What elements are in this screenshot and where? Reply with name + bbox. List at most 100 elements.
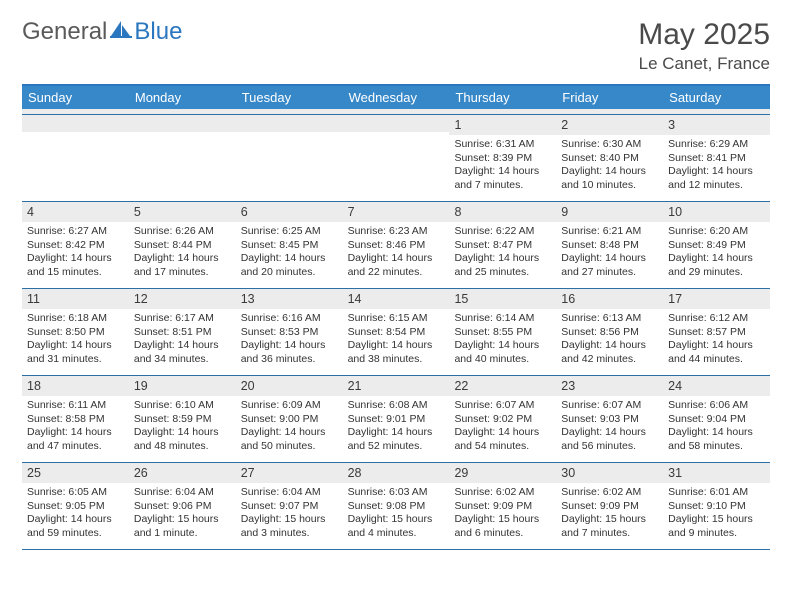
location: Le Canet, France (638, 54, 770, 74)
daylight-line: Daylight: 14 hours and 59 minutes. (27, 513, 124, 540)
sunrise-line: Sunrise: 6:31 AM (454, 138, 551, 151)
day-cell (343, 115, 450, 201)
sunrise-line: Sunrise: 6:07 AM (454, 399, 551, 412)
day-number: 7 (348, 205, 355, 219)
day-cell: 15Sunrise: 6:14 AMSunset: 8:55 PMDayligh… (449, 289, 556, 375)
sunrise-line: Sunrise: 6:08 AM (348, 399, 445, 412)
day-number: 28 (348, 466, 362, 480)
sunrise-line: Sunrise: 6:26 AM (134, 225, 231, 238)
sunrise-line: Sunrise: 6:30 AM (561, 138, 658, 151)
day-of-week-row: SundayMondayTuesdayWednesdayThursdayFrid… (22, 86, 770, 109)
day-cell: 24 Sunrise: 6:06 AMSunset: 9:04 PMDayligh… (663, 376, 770, 462)
day-number: 27 (241, 466, 255, 480)
day-number-row: 18 (22, 376, 129, 396)
sunrise-line: Sunrise: 6:06 AM (668, 399, 765, 412)
day-number-row: 7 (343, 202, 450, 222)
sunrise-line: Sunrise: 6:10 AM (134, 399, 231, 412)
day-cell: 13Sunrise: 6:16 AMSunset: 8:53 PMDayligh… (236, 289, 343, 375)
day-cell: 30Sunrise: 6:02 AMSunset: 9:09 PMDayligh… (556, 463, 663, 549)
week-row: 25Sunrise: 6:05 AMSunset: 9:05 PMDayligh… (22, 463, 770, 550)
day-cell: 16Sunrise: 6:13 AMSunset: 8:56 PMDayligh… (556, 289, 663, 375)
sunrise-line: Sunrise: 6:15 AM (348, 312, 445, 325)
day-number: 18 (27, 379, 41, 393)
daylight-line: Daylight: 14 hours and 36 minutes. (241, 339, 338, 366)
week-row: 11Sunrise: 6:18 AMSunset: 8:50 PMDayligh… (22, 289, 770, 376)
day-number-row: 6 (236, 202, 343, 222)
daylight-line: Daylight: 14 hours and 54 minutes. (454, 426, 551, 453)
day-number-row: 29 (449, 463, 556, 483)
sunset-line: Sunset: 8:55 PM (454, 326, 551, 339)
sunrise-line: Sunrise: 6:09 AM (241, 399, 338, 412)
sunrise-line: Sunrise: 6:22 AM (454, 225, 551, 238)
daylight-line: Daylight: 14 hours and 22 minutes. (348, 252, 445, 279)
day-cell: 7Sunrise: 6:23 AMSunset: 8:46 PMDaylight… (343, 202, 450, 288)
daylight-line: Daylight: 15 hours and 1 minute. (134, 513, 231, 540)
day-number: 24 (668, 379, 682, 393)
day-number-row: 2 (556, 115, 663, 135)
sunrise-line: Sunrise: 6:21 AM (561, 225, 658, 238)
day-number-row: 19 (129, 376, 236, 396)
day-number-row: 3 (663, 115, 770, 135)
day-number-row: 28 (343, 463, 450, 483)
day-cell: 10Sunrise: 6:20 AMSunset: 8:49 PMDayligh… (663, 202, 770, 288)
daylight-line: Daylight: 14 hours and 40 minutes. (454, 339, 551, 366)
day-cell: 6Sunrise: 6:25 AMSunset: 8:45 PMDaylight… (236, 202, 343, 288)
daylight-line: Daylight: 15 hours and 9 minutes. (668, 513, 765, 540)
sunset-line: Sunset: 9:04 PM (668, 413, 765, 426)
sunset-line: Sunset: 9:05 PM (27, 500, 124, 513)
sunrise-line: Sunrise: 6:13 AM (561, 312, 658, 325)
sunset-line: Sunset: 9:09 PM (561, 500, 658, 513)
sunset-line: Sunset: 8:41 PM (668, 152, 765, 165)
day-number: 23 (561, 379, 575, 393)
day-number: 30 (561, 466, 575, 480)
day-cell: 20Sunrise: 6:09 AMSunset: 9:00 PMDayligh… (236, 376, 343, 462)
day-cell: 28Sunrise: 6:03 AMSunset: 9:08 PMDayligh… (343, 463, 450, 549)
sunset-line: Sunset: 9:02 PM (454, 413, 551, 426)
day-cell: 3Sunrise: 6:29 AMSunset: 8:41 PMDaylight… (663, 115, 770, 201)
daylight-line: Daylight: 15 hours and 7 minutes. (561, 513, 658, 540)
sunrise-line: Sunrise: 6:05 AM (27, 486, 124, 499)
sunrise-line: Sunrise: 6:23 AM (348, 225, 445, 238)
day-number: 22 (454, 379, 468, 393)
sunset-line: Sunset: 9:00 PM (241, 413, 338, 426)
week-row: 4Sunrise: 6:27 AMSunset: 8:42 PMDaylight… (22, 202, 770, 289)
day-cell: 18Sunrise: 6:11 AMSunset: 8:58 PMDayligh… (22, 376, 129, 462)
day-of-week-header: Wednesday (343, 86, 450, 109)
sunrise-line: Sunrise: 6:01 AM (668, 486, 765, 499)
day-number: 5 (134, 205, 141, 219)
month-title: May 2025 (638, 18, 770, 52)
day-cell: 1Sunrise: 6:31 AMSunset: 8:39 PMDaylight… (449, 115, 556, 201)
daylight-line: Daylight: 14 hours and 7 minutes. (454, 165, 551, 192)
day-of-week-header: Friday (556, 86, 663, 109)
sunrise-line: Sunrise: 6:20 AM (668, 225, 765, 238)
day-number: 21 (348, 379, 362, 393)
brand-part2: Blue (134, 18, 182, 46)
day-cell (22, 115, 129, 201)
sunset-line: Sunset: 8:49 PM (668, 239, 765, 252)
day-number-row: 4 (22, 202, 129, 222)
day-number-row: 12 (129, 289, 236, 309)
sunset-line: Sunset: 8:50 PM (27, 326, 124, 339)
day-number: 4 (27, 205, 34, 219)
sunset-line: Sunset: 9:10 PM (668, 500, 765, 513)
day-number: 1 (454, 118, 461, 132)
day-number: 10 (668, 205, 682, 219)
daylight-line: Daylight: 14 hours and 58 minutes. (668, 426, 765, 453)
daylight-line: Daylight: 14 hours and 10 minutes. (561, 165, 658, 192)
day-number: 26 (134, 466, 148, 480)
header: General Blue May 2025 Le Canet, France (22, 18, 770, 74)
week-row: 18Sunrise: 6:11 AMSunset: 8:58 PMDayligh… (22, 376, 770, 463)
day-number-row (343, 115, 450, 132)
day-number-row (236, 115, 343, 132)
calendar: SundayMondayTuesdayWednesdayThursdayFrid… (22, 84, 770, 550)
day-cell: 9Sunrise: 6:21 AMSunset: 8:48 PMDaylight… (556, 202, 663, 288)
daylight-line: Daylight: 14 hours and 42 minutes. (561, 339, 658, 366)
daylight-line: Daylight: 14 hours and 31 minutes. (27, 339, 124, 366)
day-number: 13 (241, 292, 255, 306)
day-number-row: 15 (449, 289, 556, 309)
day-number: 20 (241, 379, 255, 393)
sunrise-line: Sunrise: 6:03 AM (348, 486, 445, 499)
day-cell: 8Sunrise: 6:22 AMSunset: 8:47 PMDaylight… (449, 202, 556, 288)
brand-sail-icon (110, 18, 132, 46)
day-number: 11 (27, 292, 40, 306)
